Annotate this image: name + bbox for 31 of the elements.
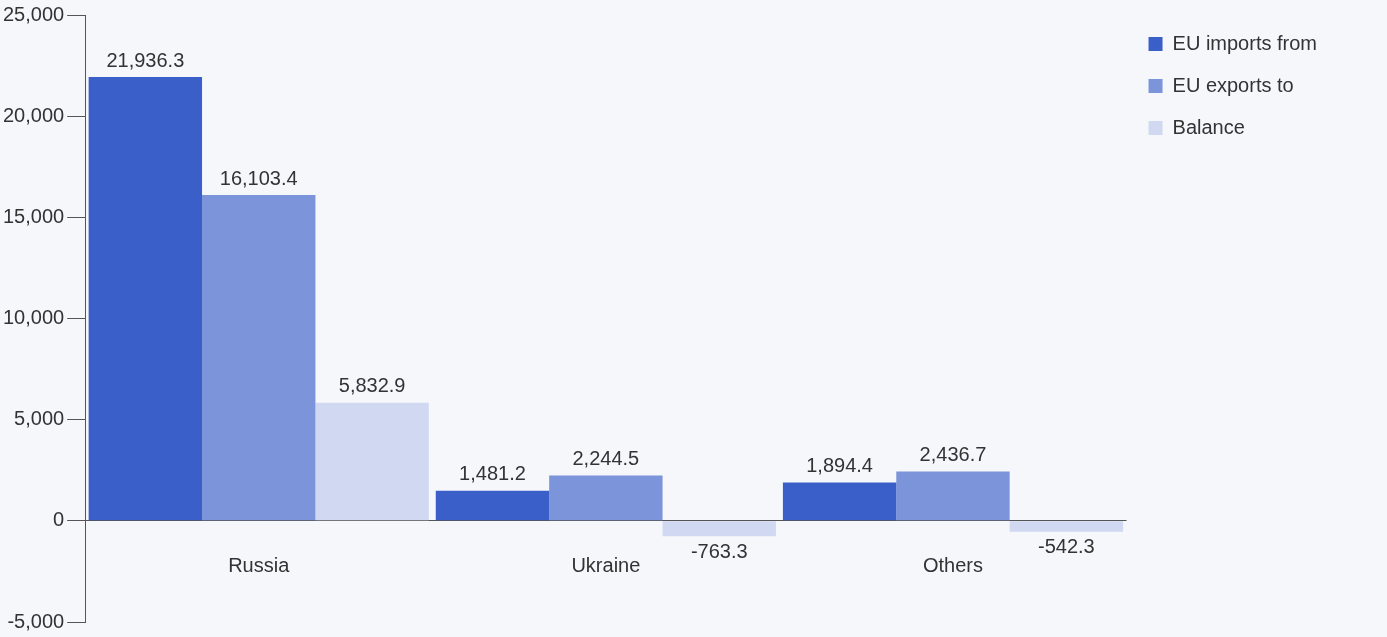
bar <box>896 471 1010 521</box>
bar <box>435 490 550 521</box>
data-label: -763.3 <box>690 539 748 562</box>
x-tick-label: Ukraine <box>571 553 641 576</box>
x-tick-label: Others <box>922 553 983 576</box>
y-tick-label: 0 <box>53 508 65 531</box>
data-label: 1,481.2 <box>459 462 526 485</box>
bar <box>782 482 897 521</box>
y-tick-label: -5,000 <box>7 609 65 632</box>
x-tick-label: Russia <box>228 553 291 576</box>
legend-label: EU imports from <box>1172 31 1318 54</box>
bar <box>315 402 429 521</box>
y-tick-label: 20,000 <box>3 103 65 126</box>
data-label: 5,832.9 <box>338 374 406 397</box>
data-label: 1,894.4 <box>806 454 873 477</box>
data-label: -542.3 <box>1038 535 1095 558</box>
y-tick-label: 15,000 <box>3 204 65 227</box>
y-tick-label: 10,000 <box>3 306 65 329</box>
data-label: 2,244.5 <box>572 446 640 469</box>
data-label: 21,936.3 <box>106 48 185 71</box>
bar <box>88 76 203 521</box>
bar <box>202 195 316 521</box>
y-tick-label: 25,000 <box>3 2 65 25</box>
legend-label: EU exports to <box>1172 73 1294 96</box>
data-label: 2,436.7 <box>919 443 987 466</box>
y-tick-label: 5,000 <box>14 407 65 430</box>
bar <box>1009 521 1124 532</box>
bar <box>549 475 663 521</box>
data-label: 16,103.4 <box>219 166 298 189</box>
bar <box>662 521 776 537</box>
legend-label: Balance <box>1172 115 1245 138</box>
